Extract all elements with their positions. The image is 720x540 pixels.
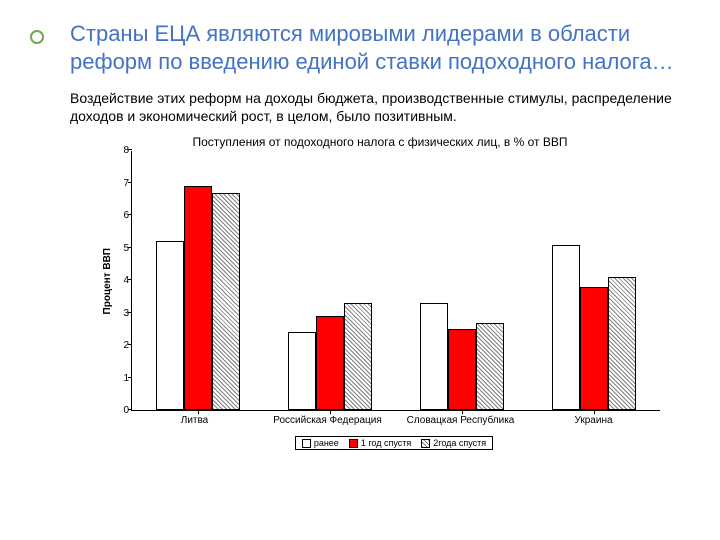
chart-area: Процент ВВП 012345678 <box>100 151 660 411</box>
y-tick-mark <box>128 409 132 410</box>
bar <box>184 186 212 410</box>
bar-group <box>528 151 660 410</box>
slide-title: Страны ЕЦА являются мировыми лидерами в … <box>70 20 680 75</box>
x-axis-label: Российская Федерация <box>261 415 394 426</box>
bar <box>288 332 316 410</box>
x-axis-label: Литва <box>128 415 261 426</box>
y-tick-mark <box>128 279 132 280</box>
y-tick-mark <box>128 182 132 183</box>
y-tick-label: 3 <box>123 309 129 319</box>
bar-group <box>264 151 396 410</box>
y-tick-label: 1 <box>123 374 129 384</box>
title-bullet <box>30 30 44 44</box>
y-tick-mark <box>128 312 132 313</box>
bar <box>344 303 372 410</box>
y-tick-label: 0 <box>123 406 129 416</box>
bar <box>448 329 476 410</box>
y-tick-label: 2 <box>123 341 129 351</box>
legend-swatch <box>302 439 311 448</box>
chart-plot <box>131 151 660 411</box>
legend-label: 1 год спустя <box>361 438 411 448</box>
x-tick-mark <box>330 410 331 414</box>
legend-label: 2года спустя <box>433 438 486 448</box>
y-tick-label: 7 <box>123 179 129 189</box>
bar-group <box>132 151 264 410</box>
y-ticks: 012345678 <box>113 151 131 411</box>
bar <box>608 277 636 410</box>
legend-item: 1 год спустя <box>349 438 411 448</box>
legend-item: ранее <box>302 438 339 448</box>
legend-item: 2года спустя <box>421 438 486 448</box>
x-tick-mark <box>198 410 199 414</box>
x-tick-mark <box>462 410 463 414</box>
y-tick-label: 6 <box>123 211 129 221</box>
y-tick-label: 5 <box>123 244 129 254</box>
x-tick-mark <box>594 410 595 414</box>
y-tick-mark <box>128 247 132 248</box>
y-tick-mark <box>128 377 132 378</box>
x-axis-label: Украина <box>527 415 660 426</box>
y-tick-label: 8 <box>123 146 129 156</box>
chart-container: Поступления от подоходного налога с физи… <box>100 135 660 450</box>
bar <box>316 316 344 410</box>
y-tick-label: 4 <box>123 276 129 286</box>
y-axis-label: Процент ВВП <box>100 248 113 314</box>
bar <box>212 193 240 411</box>
y-tick-mark <box>128 214 132 215</box>
chart-title: Поступления от подоходного налога с физи… <box>100 135 660 149</box>
x-axis-labels: ЛитваРоссийская ФедерацияСловацкая Респу… <box>128 415 660 426</box>
bar <box>580 287 608 411</box>
y-tick-mark <box>128 344 132 345</box>
bar <box>420 303 448 410</box>
legend-label: ранее <box>314 438 339 448</box>
bar <box>156 241 184 410</box>
bar <box>552 245 580 411</box>
y-tick-mark <box>128 149 132 150</box>
bar-group <box>396 151 528 410</box>
slide-subtitle: Воздействие этих реформ на доходы бюджет… <box>70 89 680 125</box>
bar <box>476 323 504 411</box>
chart-legend: ранее 1 год спустя 2года спустя <box>128 436 660 450</box>
legend-swatch <box>349 439 358 448</box>
x-axis-label: Словацкая Республика <box>394 415 527 426</box>
legend-swatch <box>421 439 430 448</box>
